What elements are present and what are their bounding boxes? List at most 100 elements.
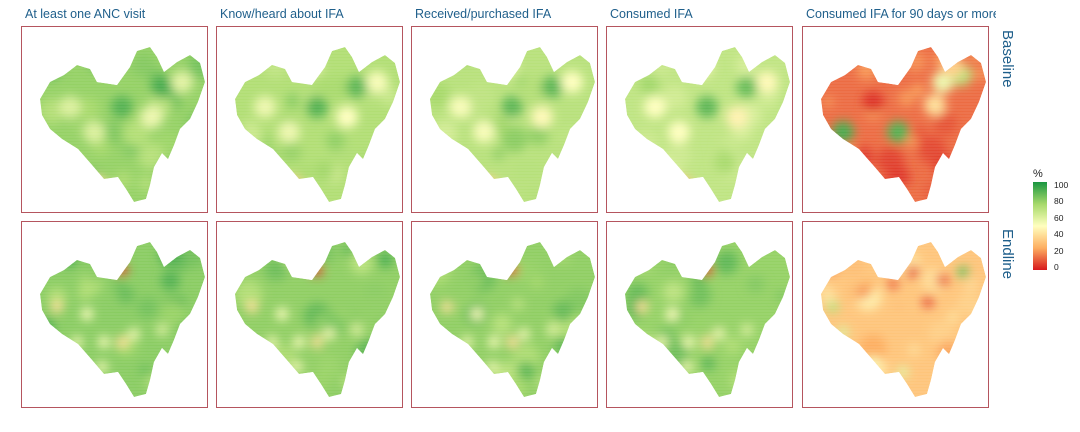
value-spot <box>286 93 302 109</box>
value-spot <box>160 270 180 291</box>
value-spot <box>822 96 834 108</box>
value-spot <box>151 76 173 98</box>
value-spot <box>937 274 949 286</box>
value-spot <box>325 76 350 101</box>
value-spot <box>659 259 678 278</box>
value-spot <box>309 242 336 266</box>
value-spot <box>362 294 389 321</box>
choropleth-map <box>430 47 595 202</box>
value-spot <box>638 259 651 272</box>
value-spot <box>636 301 648 313</box>
value-spot <box>293 336 305 348</box>
choropleth-map <box>235 242 400 397</box>
value-spot <box>714 152 737 175</box>
value-spot <box>663 281 684 302</box>
legend-title: % <box>1033 168 1043 180</box>
value-spot <box>102 120 123 141</box>
value-spot <box>713 328 725 340</box>
value-spot <box>96 242 117 259</box>
legend-tick-label: 40 <box>1054 229 1064 240</box>
value-spot <box>666 308 678 320</box>
value-spot <box>492 117 510 135</box>
value-spot <box>323 328 335 340</box>
value-spot <box>841 373 862 394</box>
value-spot <box>575 131 595 159</box>
value-spot <box>138 175 154 191</box>
value-spot <box>287 289 298 300</box>
value-spot <box>87 52 106 71</box>
value-spot <box>465 47 492 68</box>
value-spot <box>936 371 961 396</box>
value-spot <box>67 117 82 132</box>
value-spot <box>476 176 498 198</box>
value-spot <box>245 161 269 185</box>
value-spot <box>674 382 690 397</box>
value-spot <box>957 266 969 278</box>
value-spot <box>441 301 453 313</box>
value-spot <box>311 264 323 276</box>
value-spot <box>330 379 348 397</box>
value-spot <box>51 301 63 313</box>
value-spot <box>281 176 303 198</box>
value-spot <box>969 47 984 61</box>
value-spot <box>346 76 368 98</box>
value-spot <box>773 160 785 172</box>
legend-color-bar <box>1033 182 1047 270</box>
value-spot <box>186 119 203 135</box>
row-title: Baseline <box>999 30 1016 88</box>
value-spot <box>276 308 288 320</box>
legend-tick-label: 20 <box>1054 245 1064 256</box>
value-spot <box>101 242 120 262</box>
value-spot <box>821 254 841 277</box>
value-spot <box>520 77 549 105</box>
value-spot <box>137 296 159 319</box>
value-spot <box>933 112 958 136</box>
value-spot <box>633 332 644 343</box>
value-spot <box>947 244 961 257</box>
map-panel <box>21 221 208 408</box>
value-spot <box>263 54 288 79</box>
map-panel <box>606 26 793 213</box>
value-spot <box>123 120 150 147</box>
value-spot <box>726 106 748 128</box>
value-spot <box>246 301 258 313</box>
value-spot <box>160 300 185 326</box>
value-spot <box>45 368 63 386</box>
value-spot <box>471 275 483 286</box>
value-spot <box>528 124 549 146</box>
value-spot <box>862 91 884 113</box>
value-spot <box>764 147 781 164</box>
value-spot <box>313 142 328 157</box>
value-spot <box>887 278 899 290</box>
map-panel <box>802 26 989 213</box>
value-spot <box>560 163 579 182</box>
value-spot <box>362 164 373 175</box>
value-spot <box>471 308 483 320</box>
value-spot <box>644 96 666 118</box>
value-spot <box>630 185 647 202</box>
value-spot <box>111 96 133 118</box>
value-spot <box>821 146 842 173</box>
value-spot <box>82 252 97 267</box>
value-spot <box>481 50 492 61</box>
value-spot <box>107 56 128 77</box>
value-spot <box>354 377 365 389</box>
legend-tick-label: 0 <box>1054 262 1059 272</box>
value-spot <box>264 257 288 281</box>
value-spot <box>838 344 852 359</box>
legend-tick-label: 100 <box>1054 180 1069 190</box>
value-spot <box>541 76 563 98</box>
column-title: At least one ANC visit <box>25 7 146 21</box>
value-spot <box>431 120 458 147</box>
value-spot <box>280 141 302 163</box>
value-spot <box>668 121 690 143</box>
value-spot <box>78 168 103 193</box>
value-spot <box>186 111 205 134</box>
legend-tick-label: 60 <box>1054 212 1064 223</box>
row-title: Endline <box>999 228 1016 280</box>
value-spot <box>639 74 660 95</box>
value-spot <box>59 96 81 118</box>
choropleth-map <box>235 47 400 202</box>
choropleth-map <box>625 242 790 397</box>
value-spot <box>518 328 530 340</box>
